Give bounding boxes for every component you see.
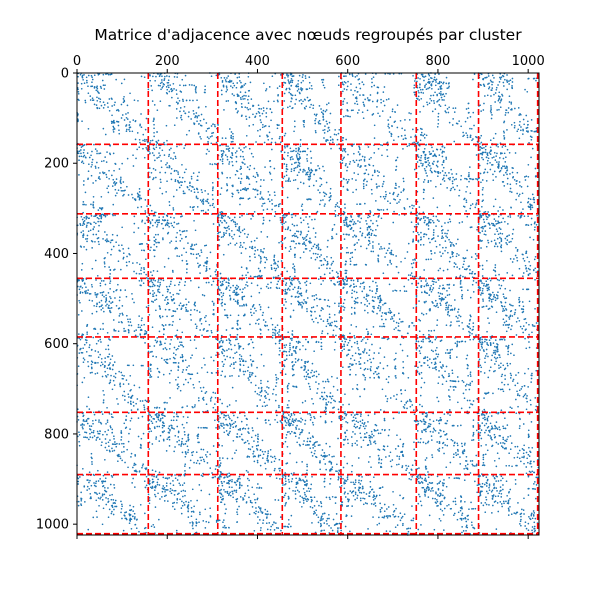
y-tick-label-200: 200: [44, 157, 69, 172]
x-tick-label-1000: 1000: [512, 54, 545, 69]
y-tick-label-1000: 1000: [36, 518, 69, 533]
x-tick-label-400: 400: [245, 54, 270, 69]
x-tick-label-800: 800: [426, 54, 451, 69]
y-tick-label-600: 600: [44, 337, 69, 352]
chart-title: Matrice d'adjacence avec nœuds regroupés…: [94, 26, 522, 44]
y-axis: 0 200 400 600 800 1000: [36, 67, 77, 533]
x-tick-label-600: 600: [335, 54, 360, 69]
y-tick-label-800: 800: [44, 427, 69, 442]
plot-frame: [76, 72, 540, 536]
adjacency-points: [76, 72, 540, 536]
plot-area: [76, 72, 540, 536]
adjacency-point-markers: [76, 72, 540, 536]
x-tick-label-0: 0: [73, 54, 81, 69]
y-tick-label-0: 0: [61, 67, 69, 82]
x-axis: 0 200 400 600 800 1000: [73, 54, 545, 539]
x-tick-label-200: 200: [155, 54, 180, 69]
plot-background: [77, 73, 539, 535]
cluster-boundaries: [77, 73, 539, 535]
y-tick-label-400: 400: [44, 247, 69, 262]
